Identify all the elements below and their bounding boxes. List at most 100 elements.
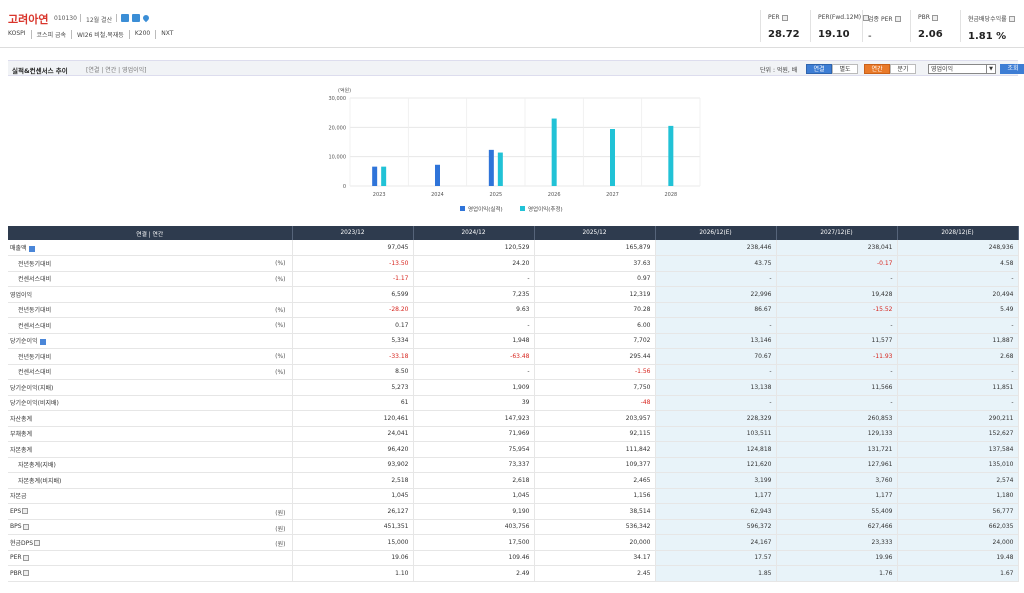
table-row: 전년동기대비 (%) -28.20 9.63 70.28 86.67 -15.52 5.49 <box>8 302 1019 318</box>
row-unit: (%) <box>275 322 286 329</box>
bar-estimate <box>668 125 674 186</box>
divider <box>760 10 761 42</box>
x-tick-label: 2024 <box>431 192 444 198</box>
info-icon[interactable] <box>781 14 788 21</box>
company-name[interactable]: 고려아연 <box>8 13 49 26</box>
info-icon[interactable] <box>931 14 938 21</box>
table-cell: 2.45 <box>534 565 656 582</box>
info-icon[interactable] <box>22 554 29 561</box>
table-cell: 121,620 <box>655 457 777 473</box>
info-icon[interactable] <box>22 523 29 530</box>
table-cell: 127,961 <box>776 457 898 473</box>
table-cell: - <box>897 395 1019 411</box>
table-cell: 2.68 <box>897 348 1019 365</box>
row-label: EPS <box>10 507 22 515</box>
table-row: 당기순이익 5,334 1,948 7,702 13,146 11,577 11,887 <box>8 333 1019 349</box>
chevron-down-icon[interactable]: ▼ <box>986 65 995 73</box>
table-cell: 129,133 <box>776 426 898 442</box>
section-title: 실적&컨센서스 추이 <box>12 67 68 75</box>
table-cell: -28.20 <box>292 302 414 318</box>
table-row: PER 19.06 109.46 34.17 17.57 19.96 19.48 <box>8 550 1019 566</box>
report-icon[interactable] <box>132 14 140 22</box>
table-cell: 24.20 <box>413 255 535 272</box>
info-icon[interactable] <box>34 540 41 547</box>
table-row: PBR 1.10 2.49 2.45 1.85 1.76 1.67 <box>8 565 1019 582</box>
row-label-cell: PBR <box>8 565 293 582</box>
metric-label: PER(Fwd.12M) <box>818 14 862 21</box>
row-label-cell: 부채총계 <box>8 426 293 442</box>
info-icon[interactable] <box>1008 15 1015 22</box>
table-cell: 11,851 <box>897 379 1019 396</box>
table-cell: 86.67 <box>655 302 777 318</box>
info-icon[interactable] <box>894 15 901 22</box>
table-cell: 295.44 <box>534 348 656 365</box>
row-label-cell: BPS (원) <box>8 519 293 535</box>
table-cell: 4.58 <box>897 255 1019 272</box>
info-icon[interactable] <box>863 14 870 21</box>
row-label: 자본총계 <box>10 446 33 454</box>
table-header-label[interactable]: 연결 | 연간 <box>8 226 293 240</box>
row-label-cell: 전년동기대비 (%) <box>8 302 293 318</box>
table-cell: - <box>776 395 898 411</box>
table-cell: 2,518 <box>292 472 414 489</box>
item-select[interactable]: 영업이익 ▼ <box>928 64 996 74</box>
table-cell: 7,750 <box>534 379 656 396</box>
table-cell: - <box>776 271 898 287</box>
table-cell: 96,420 <box>292 441 414 458</box>
table-cell: 23,333 <box>776 534 898 551</box>
table-cell: 451,351 <box>292 519 414 535</box>
bar-estimate <box>381 166 387 186</box>
table-cell: - <box>776 364 898 380</box>
section-subtitle: [연결 | 연간 | 영업이익] <box>86 67 147 74</box>
table-cell: 147,923 <box>413 410 535 427</box>
bar-actual <box>372 166 378 186</box>
row-label: 자본총계(지배) <box>18 462 56 470</box>
column-header: 2026/12(E) <box>655 226 777 240</box>
location-icon[interactable] <box>141 13 151 23</box>
row-label-cell: 컨센서스대비 (%) <box>8 271 293 287</box>
row-label: 전년동기대비 <box>18 260 52 268</box>
table-cell: 11,887 <box>897 333 1019 349</box>
row-label: 자산총계 <box>10 415 33 423</box>
quarter-button[interactable]: 분기 <box>890 64 916 74</box>
info-icon[interactable] <box>22 508 29 515</box>
table-row: 영업이익 6,599 7,235 12,319 22,996 19,428 20,494 <box>8 286 1019 303</box>
row-unit: (%) <box>275 260 286 267</box>
consolidated-button[interactable]: 연결 <box>806 64 832 74</box>
row-label: 당기순이익(지배) <box>10 384 54 392</box>
table-cell: 73,337 <box>413 457 535 473</box>
table-cell: -1.56 <box>534 364 656 380</box>
table-cell: 2,618 <box>413 472 535 489</box>
row-unit: (%) <box>275 275 286 283</box>
table-cell: 1,177 <box>655 488 777 504</box>
expand-icon[interactable] <box>39 338 46 345</box>
table-cell: 61 <box>292 395 414 411</box>
search-button[interactable]: 조회 <box>1000 64 1024 74</box>
divider <box>910 10 911 42</box>
y-tick-label: 10,000 <box>329 155 347 161</box>
table-cell: 1,045 <box>413 488 535 504</box>
row-label: 컨센서스대비 <box>18 276 52 284</box>
separate-button[interactable]: 별도 <box>832 64 858 74</box>
table-cell: 120,529 <box>413 240 535 256</box>
x-tick-label: 2023 <box>373 192 386 198</box>
info-icon[interactable] <box>22 570 29 577</box>
table-cell: 290,211 <box>897 410 1019 427</box>
table-cell: 11,577 <box>776 333 898 349</box>
home-icon[interactable] <box>121 14 129 22</box>
expand-icon[interactable] <box>28 245 35 252</box>
table-cell: 19.06 <box>292 550 414 566</box>
table-row: BPS (원) 451,351 403,756 536,342 596,372 627,46… <box>8 519 1019 535</box>
table-cell: 3,199 <box>655 472 777 489</box>
row-label-cell: 자본총계 <box>8 441 293 458</box>
column-header: 2023/12 <box>292 226 414 240</box>
table-cell: -48 <box>534 395 656 411</box>
row-label: 현금DPS <box>10 539 34 547</box>
table-cell: 228,329 <box>655 410 777 427</box>
metric-per: PER 28.72 <box>768 14 800 40</box>
row-unit: (원) <box>275 541 286 548</box>
y-unit-label: (억원) <box>338 87 351 94</box>
table-cell: -1.17 <box>292 271 414 287</box>
table-cell: 24,041 <box>292 426 414 442</box>
annual-button[interactable]: 연간 <box>864 64 890 74</box>
